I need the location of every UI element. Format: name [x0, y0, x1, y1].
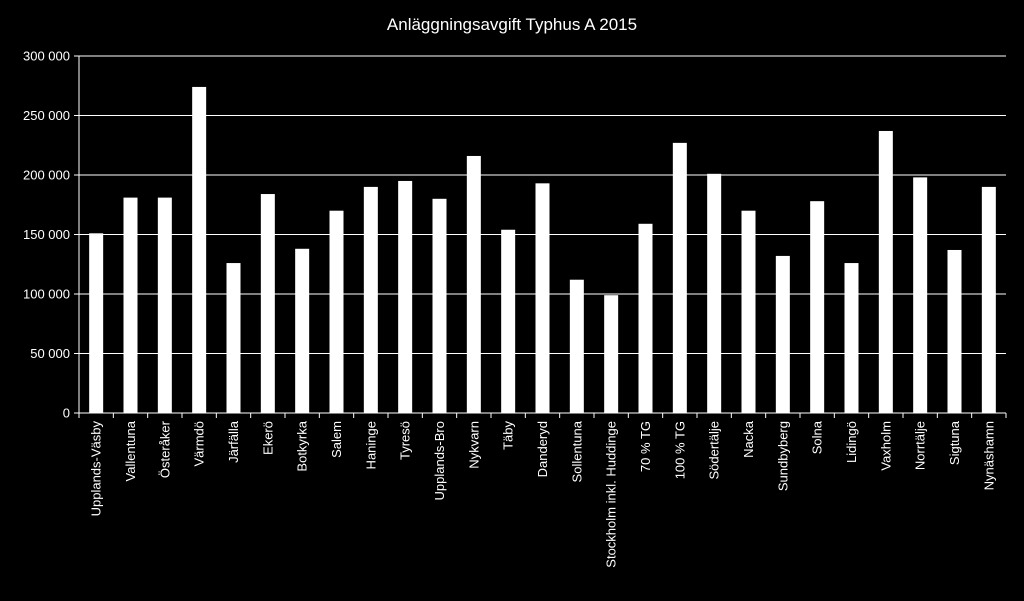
bar: [89, 233, 104, 413]
y-tick-label: 50 000: [30, 346, 70, 361]
bar: [123, 197, 138, 413]
bar: [947, 249, 962, 413]
bar: [432, 198, 447, 413]
y-tick-label: 250 000: [23, 108, 70, 123]
x-tick-label: Upplands-Bro: [432, 421, 447, 501]
chart-title: Anläggningsavgift Typhus A 2015: [387, 15, 637, 34]
bar: [192, 86, 207, 413]
x-tick-label: Nykvarn: [466, 421, 481, 469]
x-tick-label: Tyresö: [398, 421, 413, 460]
bar: [638, 223, 653, 413]
x-tick-label: Lidingö: [844, 421, 859, 463]
bar: [844, 263, 859, 413]
x-tick-label: Täby: [501, 421, 516, 450]
x-tick-label: Upplands-Väsby: [89, 421, 104, 517]
x-tick-label: Värmdö: [192, 421, 207, 467]
x-tick-label: Nynäshamn: [981, 421, 996, 490]
bar: [810, 201, 825, 413]
bar: [913, 177, 928, 413]
x-tick-label: Stockholm inkl. Huddinge: [604, 421, 619, 568]
x-tick-label: Salem: [329, 421, 344, 458]
bar: [569, 279, 584, 413]
bar: [741, 210, 756, 413]
bar: [398, 180, 413, 413]
bar: [981, 186, 996, 413]
x-tick-label: Österåker: [157, 420, 172, 478]
x-tick-label: Norrtälje: [913, 421, 928, 470]
x-tick-label: Ekerö: [260, 421, 275, 455]
bar: [466, 155, 481, 413]
x-tick-label: Järfälla: [226, 420, 241, 463]
x-tick-label: Sundbyberg: [775, 421, 790, 491]
x-tick-label: Vallentuna: [123, 420, 138, 481]
y-tick-label: 200 000: [23, 168, 70, 183]
x-tick-label: Haninge: [363, 421, 378, 469]
bar: [363, 186, 378, 413]
x-axis: Upplands-Väsby Vallentuna Österåker Värmdö J…: [78, 412, 1007, 568]
x-tick-label: Solna: [810, 420, 825, 454]
x-tick-label: 100 % TG: [672, 421, 687, 479]
x-tick-label: Vaxholm: [878, 421, 893, 471]
y-tick-label: 100 000: [23, 287, 70, 302]
y-tick-label: 300 000: [23, 49, 70, 64]
x-tick-label: Danderyd: [535, 421, 550, 477]
bar: [226, 263, 241, 413]
bar: [501, 229, 516, 413]
y-axis: 0 50 000 100 000 150 000 200 000 250 000 300 0…: [23, 49, 80, 421]
bar: [672, 142, 687, 413]
x-tick-label: Södertälje: [707, 421, 722, 480]
bar: [604, 295, 619, 413]
bar: [260, 194, 275, 413]
bar: [329, 210, 344, 413]
bar: [157, 197, 172, 413]
bar: [535, 183, 550, 413]
bar: [775, 255, 790, 413]
x-tick-label: Botkyrka: [295, 420, 310, 471]
bar: [295, 248, 310, 413]
x-tick-label: Sollentuna: [569, 420, 584, 482]
bars: [89, 86, 996, 413]
x-tick-label: Nacka: [741, 420, 756, 458]
bar: [878, 130, 893, 413]
bar: [707, 173, 722, 413]
y-tick-label: 150 000: [23, 227, 70, 242]
x-tick-label: 70 % TG: [638, 421, 653, 472]
x-tick-label: Sigtuna: [947, 420, 962, 465]
y-tick-label: 0: [63, 406, 70, 421]
